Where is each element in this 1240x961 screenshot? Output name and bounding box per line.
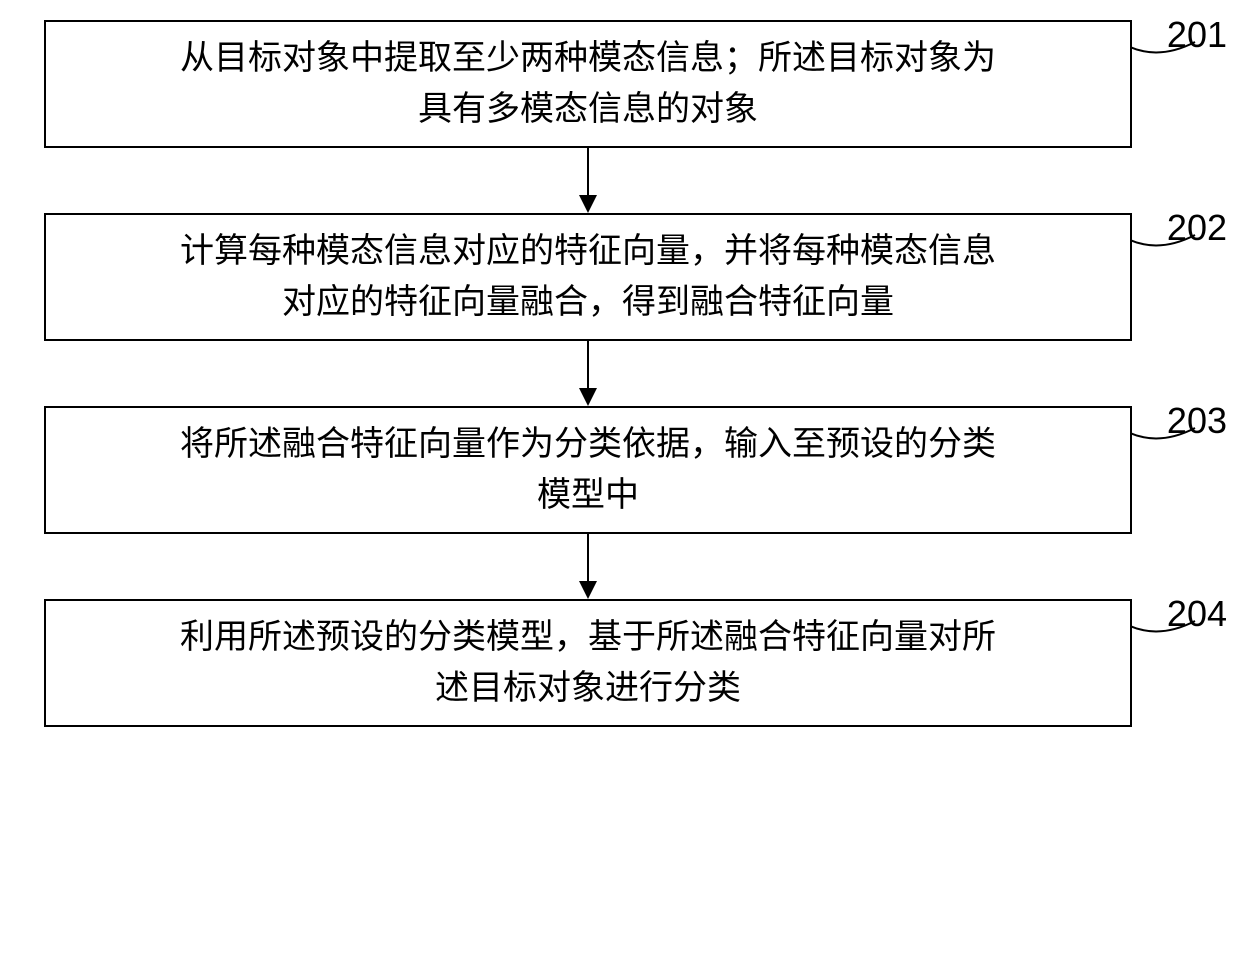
flowchart-step-1: 从目标对象中提取至少两种模态信息；所述目标对象为 具有多模态信息的对象 201 — [44, 20, 1132, 148]
arrow-3 — [573, 534, 603, 599]
step-1-line2: 具有多模态信息的对象 — [418, 84, 758, 135]
flowchart-step-3: 将所述融合特征向量作为分类依据，输入至预设的分类 模型中 203 — [44, 406, 1132, 534]
step-2-label: 202 — [1167, 207, 1227, 249]
arrow-2 — [573, 341, 603, 406]
step-1-label: 201 — [1167, 14, 1227, 56]
flowchart-step-4: 利用所述预设的分类模型，基于所述融合特征向量对所 述目标对象进行分类 204 — [44, 599, 1132, 727]
step-4-line2: 述目标对象进行分类 — [435, 663, 741, 714]
step-4-label: 204 — [1167, 593, 1227, 635]
step-2-line2: 对应的特征向量融合，得到融合特征向量 — [282, 277, 894, 328]
flowchart-container: 从目标对象中提取至少两种模态信息；所述目标对象为 具有多模态信息的对象 201 … — [44, 20, 1132, 727]
step-4-line1: 利用所述预设的分类模型，基于所述融合特征向量对所 — [180, 612, 996, 663]
step-2-line1: 计算每种模态信息对应的特征向量，并将每种模态信息 — [180, 226, 996, 277]
step-1-line1: 从目标对象中提取至少两种模态信息；所述目标对象为 — [180, 33, 996, 84]
step-3-line2: 模型中 — [537, 470, 639, 521]
step-3-label: 203 — [1167, 400, 1227, 442]
flowchart-step-2: 计算每种模态信息对应的特征向量，并将每种模态信息 对应的特征向量融合，得到融合特… — [44, 213, 1132, 341]
arrow-1 — [573, 148, 603, 213]
step-3-line1: 将所述融合特征向量作为分类依据，输入至预设的分类 — [180, 419, 996, 470]
